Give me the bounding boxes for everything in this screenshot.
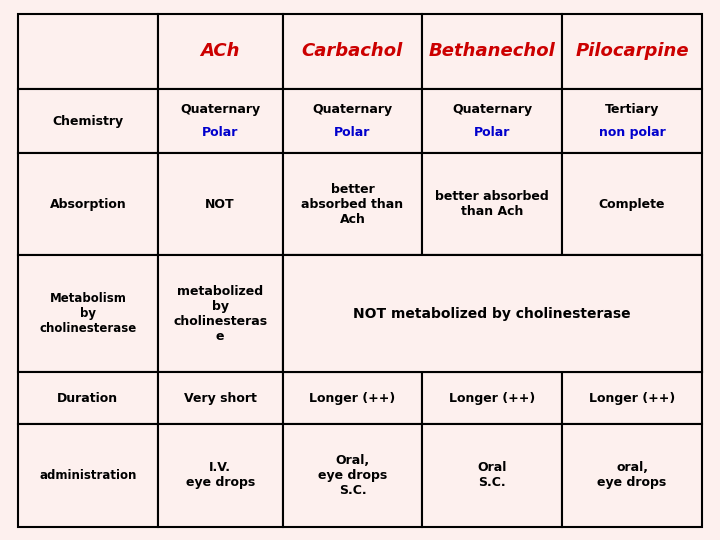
Bar (562, 89, 702, 153)
Text: NOT metabolized by cholinesterase: NOT metabolized by cholinesterase (354, 307, 631, 321)
Bar (18, 14, 158, 89)
Bar (158, 14, 282, 89)
Bar (562, 14, 702, 89)
Bar (562, 372, 702, 424)
Bar (282, 14, 423, 89)
Text: Oral,
eye drops
S.C.: Oral, eye drops S.C. (318, 454, 387, 497)
Bar (18, 153, 158, 255)
Text: Carbachol: Carbachol (302, 43, 403, 60)
Text: Duration: Duration (58, 392, 119, 405)
Bar (423, 153, 562, 255)
Bar (423, 14, 562, 89)
Bar (282, 255, 423, 372)
Text: Polar: Polar (334, 126, 371, 139)
Text: NOT: NOT (205, 198, 235, 211)
Text: oral,
eye drops: oral, eye drops (598, 462, 667, 489)
Bar (423, 89, 562, 153)
Bar (158, 89, 282, 153)
Bar (18, 372, 158, 424)
Text: better
absorbed than
Ach: better absorbed than Ach (302, 183, 403, 226)
Bar (282, 153, 423, 255)
Text: Polar: Polar (474, 126, 510, 139)
Bar (423, 255, 562, 372)
Text: non polar: non polar (599, 126, 665, 139)
Text: Longer (++): Longer (++) (449, 392, 536, 405)
Bar (18, 89, 158, 153)
Bar (282, 372, 423, 424)
Bar (282, 255, 702, 372)
Bar (423, 424, 562, 526)
Text: Tertiary: Tertiary (605, 103, 660, 116)
Text: Longer (++): Longer (++) (310, 392, 395, 405)
Bar (282, 89, 423, 153)
Text: Quaternary: Quaternary (312, 103, 392, 116)
Bar (18, 424, 158, 526)
Text: better absorbed
than Ach: better absorbed than Ach (436, 191, 549, 218)
Bar (562, 255, 702, 372)
Bar (158, 153, 282, 255)
Text: Complete: Complete (599, 198, 665, 211)
Bar (18, 255, 158, 372)
Bar (562, 153, 702, 255)
Bar (158, 372, 282, 424)
Text: Metabolism
by
cholinesterase: Metabolism by cholinesterase (40, 292, 137, 335)
Text: Oral
S.C.: Oral S.C. (477, 462, 507, 489)
Text: Very short: Very short (184, 392, 256, 405)
Bar (423, 372, 562, 424)
Bar (158, 255, 282, 372)
Text: Bethanechol: Bethanechol (429, 43, 556, 60)
Text: ACh: ACh (200, 43, 240, 60)
Text: I.V.
eye drops: I.V. eye drops (186, 462, 255, 489)
Bar (282, 424, 423, 526)
Text: Longer (++): Longer (++) (589, 392, 675, 405)
Text: Chemistry: Chemistry (53, 115, 123, 128)
Text: Quaternary: Quaternary (180, 103, 260, 116)
Text: Pilocarpine: Pilocarpine (575, 43, 689, 60)
Bar (562, 424, 702, 526)
Bar (158, 424, 282, 526)
Text: Quaternary: Quaternary (452, 103, 532, 116)
Text: Polar: Polar (202, 126, 238, 139)
Text: Absorption: Absorption (50, 198, 126, 211)
Text: metabolized
by
cholinesteras
e: metabolized by cholinesteras e (173, 285, 267, 343)
Text: administration: administration (39, 469, 137, 482)
